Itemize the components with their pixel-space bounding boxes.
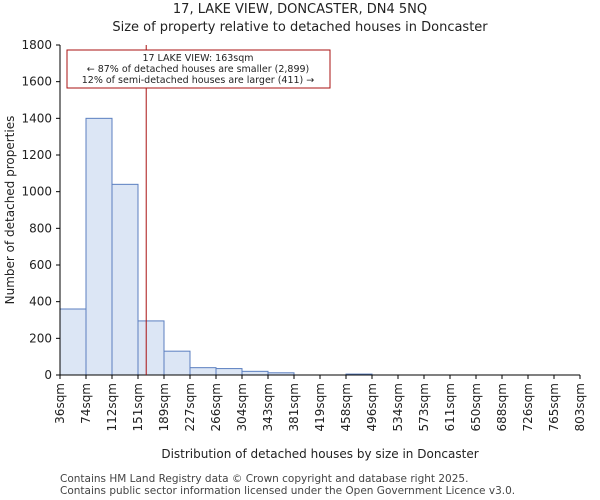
y-tick-label: 200 xyxy=(29,331,52,345)
histogram-bar-304sqm xyxy=(241,370,269,376)
y-tick-label: 800 xyxy=(29,221,52,235)
x-tick-label: 765sqm xyxy=(547,383,561,431)
histogram-bar-112sqm xyxy=(111,183,139,376)
x-tick-label: 112sqm xyxy=(105,383,119,431)
x-tick-label: 227sqm xyxy=(183,383,197,431)
histogram-bar-189sqm xyxy=(163,350,191,376)
y-tick-label: 1600 xyxy=(21,75,52,89)
y-tick-label: 1000 xyxy=(21,185,52,199)
y-tick-label: 400 xyxy=(29,295,52,309)
histogram-bar-36sqm xyxy=(59,308,87,376)
histogram-bar-74sqm xyxy=(85,117,113,376)
x-tick-label: 458sqm xyxy=(339,383,353,431)
footer-line-2: Contains public sector information licen… xyxy=(60,485,516,497)
x-tick-label: 726sqm xyxy=(521,383,535,431)
x-tick-label: 266sqm xyxy=(209,383,223,431)
x-tick-label: 36sqm xyxy=(53,383,67,424)
chart-title: 17, LAKE VIEW, DONCASTER, DN4 5NQ xyxy=(172,2,428,17)
x-tick-label: 611sqm xyxy=(443,383,457,431)
y-tick-label: 1200 xyxy=(21,148,52,162)
x-tick-label: 343sqm xyxy=(261,383,275,431)
footer-line-1: Contains HM Land Registry data © Crown c… xyxy=(60,473,469,485)
x-tick-label: 74sqm xyxy=(79,383,93,424)
annotation-line-3: 12% of semi-detached houses are larger (… xyxy=(82,75,315,86)
x-tick-label: 688sqm xyxy=(495,383,509,431)
x-axis-label: Distribution of detached houses by size … xyxy=(161,447,478,461)
histogram-bar-151sqm xyxy=(137,320,165,376)
annotation-line-2: ← 87% of detached houses are smaller (2,… xyxy=(87,64,310,75)
x-tick-label: 534sqm xyxy=(391,383,405,431)
x-tick-label: 189sqm xyxy=(157,383,171,431)
y-tick-label: 1400 xyxy=(21,111,52,125)
y-tick-label: 1800 xyxy=(21,38,52,52)
y-axis-label: Number of detached properties xyxy=(3,116,17,305)
annotation-box xyxy=(66,49,331,89)
x-tick-label: 803sqm xyxy=(573,383,587,431)
x-tick-label: 496sqm xyxy=(365,383,379,431)
histogram-bar-266sqm xyxy=(215,368,243,376)
x-tick-label: 573sqm xyxy=(417,383,431,431)
histogram-bar-227sqm xyxy=(189,367,217,376)
x-tick-label: 304sqm xyxy=(235,383,249,431)
x-tick-label: 381sqm xyxy=(287,383,301,431)
y-tick-label: 0 xyxy=(44,368,52,382)
x-tick-label: 419sqm xyxy=(313,383,327,431)
chart-subtitle: Size of property relative to detached ho… xyxy=(112,20,488,35)
y-tick-label: 600 xyxy=(29,258,52,272)
annotation-line-1: 17 LAKE VIEW: 163sqm xyxy=(142,53,253,64)
x-tick-label: 650sqm xyxy=(469,383,483,431)
x-tick-label: 151sqm xyxy=(131,383,145,431)
